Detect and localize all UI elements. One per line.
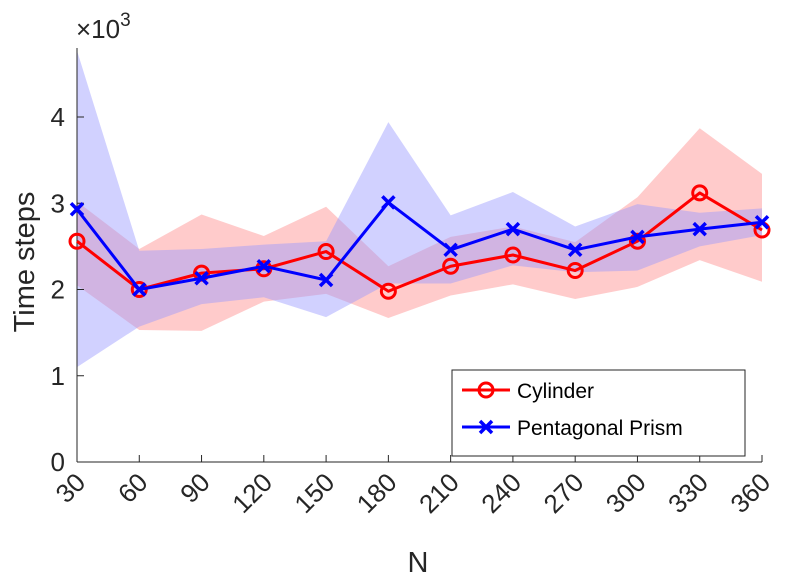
data-point-cylinder: [504, 246, 522, 264]
y-axis-label: Time steps: [9, 192, 41, 333]
y-tick-label: 0: [51, 447, 65, 477]
legend-prism-label: Pentagonal Prism: [517, 417, 683, 440]
data-point-pentagonal-prism: [692, 221, 707, 237]
data-point-pentagonal-prism: [318, 272, 334, 288]
data-point-cylinder: [691, 184, 709, 202]
confidence-band-cylinder: [77, 128, 762, 331]
data-point-pentagonal-prism: [443, 242, 458, 258]
data-point-pentagonal-prism: [194, 271, 209, 286]
data-point-pentagonal-prism: [69, 202, 85, 217]
legend-box: [451, 369, 746, 457]
data-point-pentagonal-prism: [505, 221, 521, 237]
series-line-pentagonal-prism: [75, 200, 763, 291]
x-axis-label: N: [408, 547, 429, 579]
data-point-pentagonal-prism: [381, 195, 396, 210]
data-point-pentagonal-prism: [132, 282, 147, 297]
y-exponent-label: ×103: [76, 10, 131, 44]
data-point-cylinder: [379, 282, 397, 300]
data-point-pentagonal-prism: [630, 229, 645, 245]
data-point-pentagonal-prism: [754, 214, 770, 230]
y-tick-label: 4: [51, 102, 65, 132]
y-tick-label: 1: [51, 361, 65, 391]
data-point-pentagonal-prism: [567, 242, 583, 258]
data-point-cylinder: [442, 257, 460, 275]
legend-prism-marker: [478, 419, 494, 435]
data-point-cylinder: [628, 232, 646, 250]
data-point-cylinder: [68, 232, 86, 250]
data-point-cylinder: [317, 243, 335, 261]
confidence-band-pentagonal-prism: [77, 50, 762, 368]
y-tick-label: 2: [51, 275, 65, 305]
legend-cylinder-marker: [477, 381, 495, 399]
legend[interactable]: Cylinder Pentagonal Prism: [451, 369, 746, 457]
data-point-cylinder: [566, 262, 584, 280]
y-tick-label: 3: [51, 188, 65, 218]
series-line-cylinder: [76, 191, 763, 293]
data-point-pentagonal-prism: [256, 258, 272, 274]
legend-cylinder-label: Cylinder: [517, 380, 594, 403]
